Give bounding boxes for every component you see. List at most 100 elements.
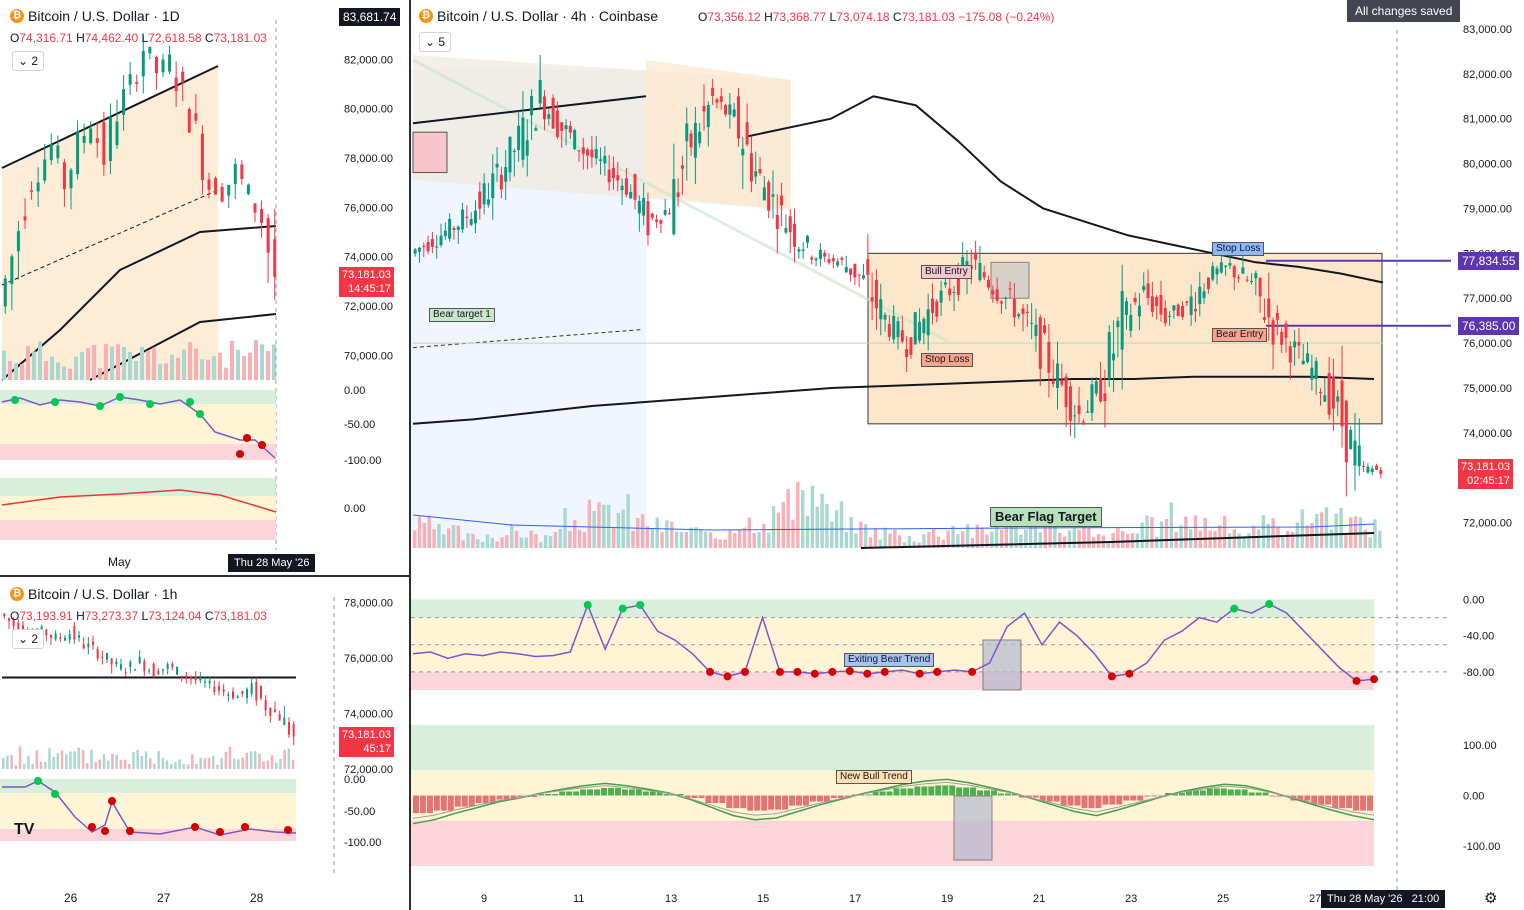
- daily-chart-svg[interactable]: 70,000.00 72,000.00 74,000.00 76,000.00 78,0…: [0, 0, 409, 575]
- volume-bar: [432, 529, 436, 548]
- mom-bar: [796, 795, 802, 806]
- mom-bar: [879, 791, 886, 796]
- daily-indicators-toggle[interactable]: ⌄ 2: [12, 51, 45, 71]
- main-candle: [603, 155, 607, 164]
- volume-bar: [810, 485, 815, 548]
- hourly-volume-bar: [254, 751, 257, 769]
- main-candle: [1336, 396, 1340, 402]
- main-candle: [1043, 325, 1047, 334]
- daily-mom-low-zone: [0, 520, 276, 540]
- stop-loss-low-label[interactable]: Stop Loss: [921, 353, 974, 367]
- daily-y-tick: 76,000.00: [344, 202, 393, 214]
- volume-bar: [534, 534, 538, 548]
- pane-divider-vertical[interactable]: [409, 0, 411, 910]
- settings-gear-icon[interactable]: ⚙: [1484, 890, 1498, 907]
- bear-target-label[interactable]: Bear target 1: [429, 308, 495, 322]
- daily-volume-bar: [56, 362, 60, 380]
- hourly-volume-bar: [291, 759, 295, 769]
- main-candle: [1275, 312, 1279, 320]
- mom-bar: [789, 795, 796, 806]
- new-bull-trend-label[interactable]: New Bull Trend: [836, 770, 912, 784]
- mom-bar: [1241, 789, 1248, 796]
- daily-candle: [233, 163, 237, 184]
- osc-overbought-zone: [411, 599, 1374, 618]
- main-candle: [1163, 308, 1167, 324]
- daily-volume-bar: [2, 350, 6, 380]
- main-candle: [1051, 380, 1055, 384]
- volume-bar: [922, 534, 926, 548]
- main-h-label: H: [764, 10, 773, 24]
- hourly-candle: [73, 626, 76, 640]
- hourly-symbol: Bitcoin / U.S. Dollar · 1h: [28, 586, 178, 602]
- bear-entry-label[interactable]: Bear Entry: [1212, 328, 1268, 342]
- volume-bar: [563, 508, 567, 548]
- osc-bear-dot: [1125, 669, 1134, 678]
- main-candle: [1375, 465, 1379, 470]
- main-candle: [754, 171, 758, 177]
- exiting-bear-trend-label[interactable]: Exiting Bear Trend: [844, 653, 935, 667]
- hourly-indicators-toggle[interactable]: ⌄ 2: [12, 629, 45, 649]
- volume-bar: [1169, 502, 1173, 548]
- main-candle: [1306, 353, 1310, 363]
- bull-entry-label[interactable]: Bull Entry: [921, 265, 972, 279]
- main-indicators-toggle[interactable]: ⌄ 5: [419, 32, 452, 52]
- daily-candle: [200, 133, 204, 181]
- chevron-down-icon: ⌄: [18, 54, 29, 68]
- main-candle: [724, 105, 728, 115]
- volume-bar: [689, 527, 693, 548]
- mom-bar: [691, 795, 698, 799]
- ma-slow-line: [745, 95, 1384, 284]
- hourly-volume-bar: [249, 751, 253, 769]
- mom-bar: [531, 795, 538, 798]
- hourly-volume-bar: [195, 764, 198, 769]
- daily-chart-pane[interactable]: 70,000.00 72,000.00 74,000.00 76,000.00 78,0…: [0, 0, 409, 575]
- main-candle: [991, 290, 995, 295]
- pane-divider-horizontal[interactable]: [0, 575, 409, 577]
- hourly-chart-svg[interactable]: 72,000.00 74,000.00 76,000.00 78,000.00 0.00…: [0, 577, 409, 910]
- main-candle: [534, 128, 538, 131]
- daily-osc-y-tick: 0.00: [344, 385, 365, 397]
- hourly-high: 73,273.37: [84, 609, 139, 623]
- main-chart-svg[interactable]: 72,000.0073,000.0074,000.0075,000.0076,0…: [411, 0, 1524, 910]
- bear-flag-target-label[interactable]: Bear Flag Target: [990, 507, 1102, 527]
- daily-channel-fill: [2, 65, 218, 380]
- daily-osc-low-zone: [0, 444, 276, 460]
- mom-bar: [1032, 795, 1039, 798]
- volume-bar: [912, 541, 916, 548]
- main-ohlc: O73,356.12 H73,368.77 L73,074.18 C73,181…: [698, 10, 1054, 24]
- hourly-candle: [260, 686, 262, 699]
- hourly-candle: [180, 675, 183, 678]
- volume-bar: [1305, 525, 1309, 548]
- main-chart-pane[interactable]: 72,000.0073,000.0074,000.0075,000.0076,0…: [411, 0, 1524, 910]
- hourly-volume-bar: [186, 764, 190, 769]
- daily-osc-top-zone: [0, 390, 276, 404]
- volume-bar: [476, 539, 480, 548]
- volume-bar: [1271, 518, 1275, 548]
- daily-mom-top-zone: [0, 478, 276, 496]
- daily-y-tick: 82,000.00: [344, 54, 393, 66]
- daily-volume-bar: [116, 344, 120, 380]
- main-candle: [482, 183, 486, 205]
- volume-bar: [1179, 525, 1183, 548]
- mom-bar: [1262, 792, 1269, 796]
- hourly-chart-pane[interactable]: 72,000.00 74,000.00 76,000.00 78,000.00 0.00…: [0, 577, 409, 910]
- hourly-candle: [138, 656, 141, 664]
- main-candle: [560, 122, 564, 131]
- main-candle: [672, 179, 676, 235]
- volume-bar: [640, 514, 645, 548]
- diagonal-trend: [412, 58, 952, 345]
- hourly-candle: [129, 661, 132, 668]
- mom-bar: [782, 795, 789, 810]
- osc-bull-dot: [636, 600, 645, 609]
- hourly-candle: [292, 724, 295, 737]
- daily-volume-bar: [68, 368, 72, 380]
- hourly-candle: [78, 635, 80, 638]
- osc-bull-dot: [618, 604, 627, 613]
- main-candle: [1116, 320, 1120, 328]
- volume-bar: [670, 521, 674, 548]
- upper-trendline: [412, 95, 647, 125]
- mom-y-tick: -100.00: [1463, 841, 1500, 853]
- daily-candle: [253, 203, 257, 213]
- volume-bar: [694, 527, 698, 548]
- stop-loss-high-label[interactable]: Stop Loss: [1212, 242, 1265, 256]
